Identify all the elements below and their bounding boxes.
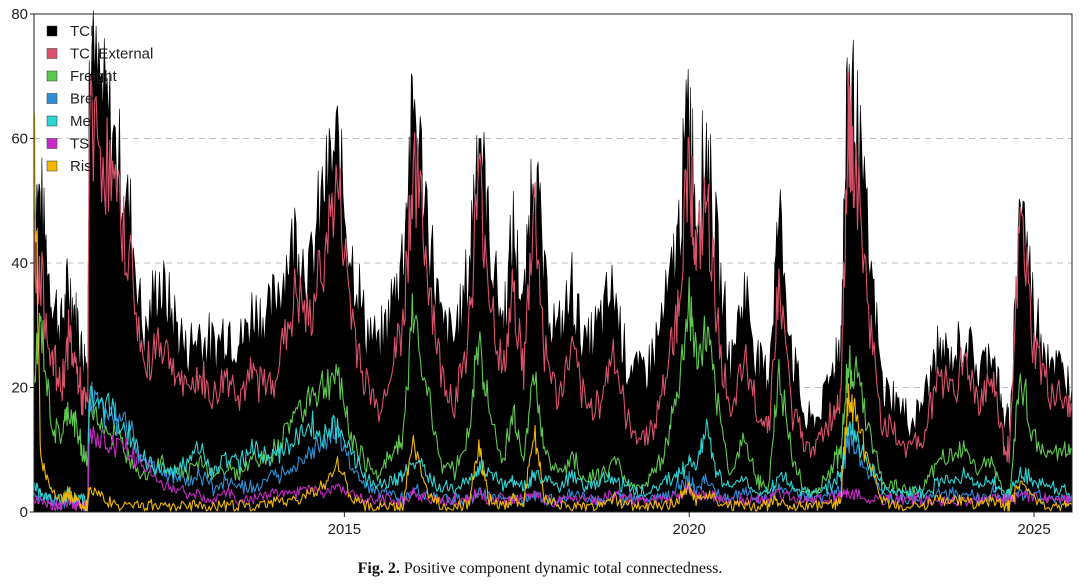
legend-label-ris: Ris: [70, 158, 92, 175]
y-tick-label-60: 60: [11, 131, 28, 148]
legend-swatch-bre: [46, 93, 58, 104]
series-line-me: [33, 385, 1073, 508]
connectedness-chart: 0 20 40 60 80 2015 2020 2025 TCI TCI External Fre…: [11, 6, 1073, 538]
series-line-ts: [33, 425, 1073, 512]
legend-label-ts: TS: [70, 136, 89, 153]
series-area-tci: [33, 10, 1073, 513]
y-tick-label-0: 0: [20, 504, 28, 521]
legend-label-bre: Bre: [70, 91, 93, 108]
legend-swatch-me: [46, 115, 58, 127]
legend-swatch-freight: [46, 70, 58, 82]
x-tick-label-2015: 2015: [328, 521, 361, 538]
figure-caption: Fig. 2. Positive component dynamic total…: [0, 560, 1080, 578]
legend-swatch-ris: [46, 160, 58, 172]
legend: TCI TCI External Freight Bre Me TS Ris: [46, 23, 153, 175]
legend-swatch-tci-external: [46, 48, 58, 59]
caption-label: Fig. 2.: [357, 560, 400, 577]
legend-label-freight: Freight: [70, 68, 118, 85]
x-tick-label-2020: 2020: [673, 521, 706, 538]
series-line-tci-external: [33, 72, 1073, 464]
legend-label-tci: TCI: [70, 23, 94, 40]
x-tick-label-2025: 2025: [1017, 521, 1050, 538]
area-layer: [33, 10, 1073, 513]
axis-layer: 0 20 40 60 80 2015 2020 2025: [11, 6, 1050, 538]
series-line-ris: [33, 110, 1073, 512]
legend-label-me: Me: [70, 113, 91, 130]
y-tick-label-20: 20: [11, 380, 28, 397]
line-layer: [33, 72, 1073, 512]
legend-swatch-tci: [46, 25, 58, 37]
y-tick-label-80: 80: [11, 6, 28, 23]
legend-label-tci-external: TCI External: [70, 46, 153, 63]
chart: 0 20 40 60 80 2015 2020 2025 TCI TCI External Fre…: [11, 6, 1073, 538]
legend-swatch-ts: [46, 138, 58, 149]
caption-text: Positive component dynamic total connect…: [403, 560, 723, 577]
y-tick-label-40: 40: [11, 255, 28, 272]
